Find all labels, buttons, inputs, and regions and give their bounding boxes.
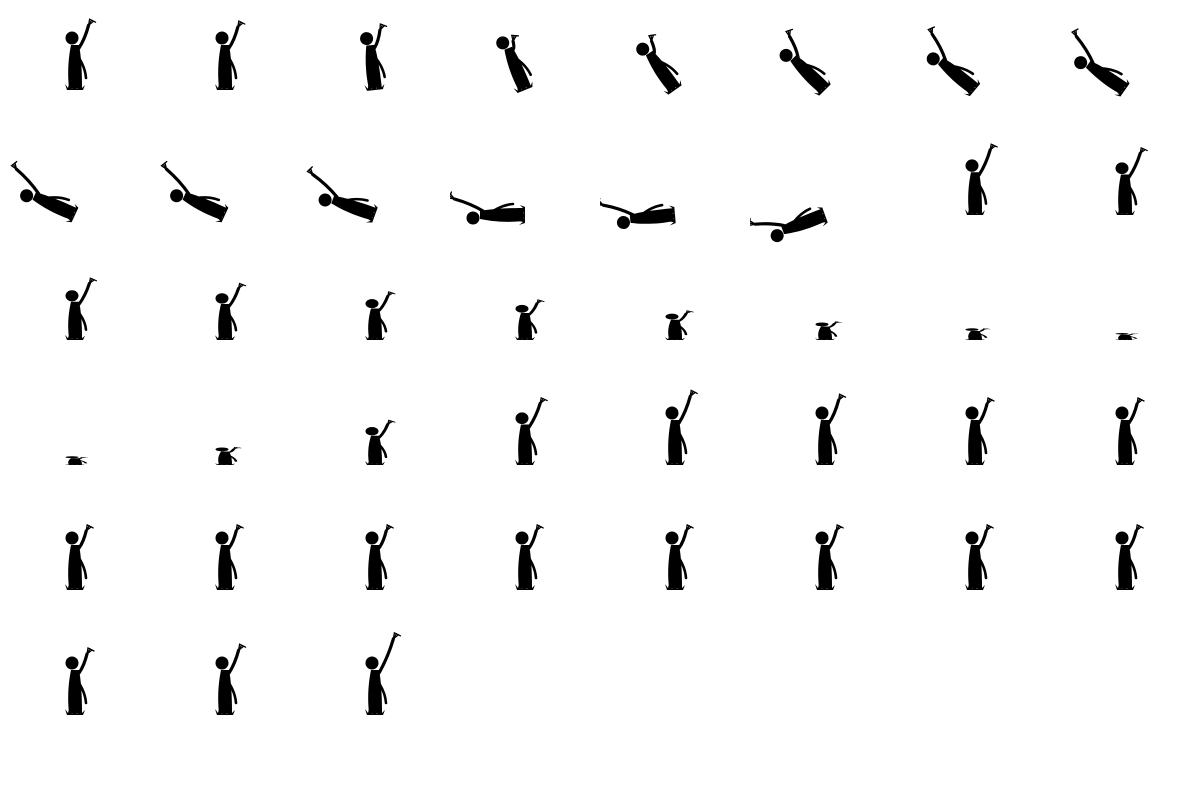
sprite-frame xyxy=(150,130,300,280)
figure-silhouette xyxy=(1115,146,1148,215)
figure-silhouette xyxy=(365,523,394,590)
figure-silhouette xyxy=(65,647,95,715)
sprite-frame xyxy=(150,5,300,155)
figure-silhouette xyxy=(515,523,544,590)
sprite-frame xyxy=(450,255,600,405)
figure-silhouette xyxy=(10,160,79,223)
sprite-frame xyxy=(0,505,150,655)
figure-silhouette xyxy=(665,523,694,590)
sprite-frame xyxy=(150,380,300,530)
sprite-frame xyxy=(0,630,150,780)
figure-silhouette xyxy=(750,207,828,243)
sprite-frame xyxy=(0,255,150,405)
figure-silhouette xyxy=(926,26,981,97)
figure-silhouette xyxy=(965,328,991,340)
sprite-frame xyxy=(750,255,900,405)
figure-silhouette xyxy=(1071,28,1130,97)
sprite-frame xyxy=(900,130,1050,280)
figure-silhouette xyxy=(215,20,246,90)
figure-silhouette xyxy=(636,34,682,95)
figure-silhouette xyxy=(365,419,396,465)
figure-silhouette xyxy=(306,166,378,223)
sprite-frame xyxy=(1050,130,1200,280)
sprite-frame xyxy=(1050,380,1200,530)
sprite-frame xyxy=(300,505,450,655)
sprite-frame xyxy=(750,5,900,155)
sprite-frame xyxy=(750,380,900,530)
figure-silhouette xyxy=(160,160,229,223)
figure-silhouette xyxy=(365,291,396,340)
sprite-frame xyxy=(900,380,1050,530)
sprite-frame xyxy=(300,5,450,155)
sprite-frame xyxy=(0,130,150,280)
sprite-frame xyxy=(1050,505,1200,655)
sprite-frame xyxy=(600,380,750,530)
figure-silhouette xyxy=(665,389,698,465)
sprite-frame xyxy=(450,5,600,155)
figure-silhouette xyxy=(779,28,831,96)
figure-silhouette xyxy=(515,299,545,340)
figure-silhouette xyxy=(496,34,533,93)
sprite-frame xyxy=(0,380,150,530)
figure-silhouette xyxy=(815,393,847,465)
sprite-frame xyxy=(1050,255,1200,405)
figure-silhouette xyxy=(1115,523,1144,590)
figure-silhouette xyxy=(65,523,94,590)
figure-silhouette xyxy=(215,523,244,590)
sprite-frame xyxy=(600,255,750,405)
figure-silhouette xyxy=(65,277,98,340)
sprite-frame xyxy=(150,255,300,405)
sprite-frame xyxy=(300,255,450,405)
figure-silhouette xyxy=(365,631,402,715)
figure-silhouette xyxy=(65,18,97,90)
sprite-frame xyxy=(900,5,1050,155)
figure-silhouette xyxy=(215,282,247,340)
sprite-frame xyxy=(750,130,900,280)
sprite-frame xyxy=(600,130,750,280)
figure-silhouette xyxy=(965,397,995,465)
sprite-frame xyxy=(450,130,600,280)
sprite-frame xyxy=(150,505,300,655)
figure-silhouette xyxy=(815,321,843,340)
figure-silhouette xyxy=(665,310,694,340)
sprite-frame xyxy=(150,630,300,780)
figure-silhouette xyxy=(815,523,844,590)
figure-silhouette xyxy=(360,23,388,91)
figure-silhouette xyxy=(450,191,525,225)
figure-silhouette xyxy=(515,396,548,465)
sprite-frame xyxy=(750,505,900,655)
figure-silhouette xyxy=(1115,332,1140,340)
sprite-frame xyxy=(0,5,150,155)
sprite-frame xyxy=(900,255,1050,405)
figure-silhouette xyxy=(65,456,89,465)
sprite-frame xyxy=(450,505,600,655)
sprite-frame xyxy=(300,630,450,780)
figure-silhouette xyxy=(965,143,998,215)
sprite-frame xyxy=(900,505,1050,655)
sprite-frame xyxy=(600,5,750,155)
figure-silhouette xyxy=(600,197,676,230)
sprite-frame xyxy=(600,505,750,655)
figure-silhouette xyxy=(965,523,994,590)
sprite-frame xyxy=(300,130,450,280)
figure-silhouette xyxy=(215,643,247,715)
figure-silhouette xyxy=(215,446,242,465)
sprite-frame xyxy=(300,380,450,530)
sprite-frame xyxy=(450,380,600,530)
figure-silhouette xyxy=(1115,397,1145,465)
sprite-frame xyxy=(1050,5,1200,155)
